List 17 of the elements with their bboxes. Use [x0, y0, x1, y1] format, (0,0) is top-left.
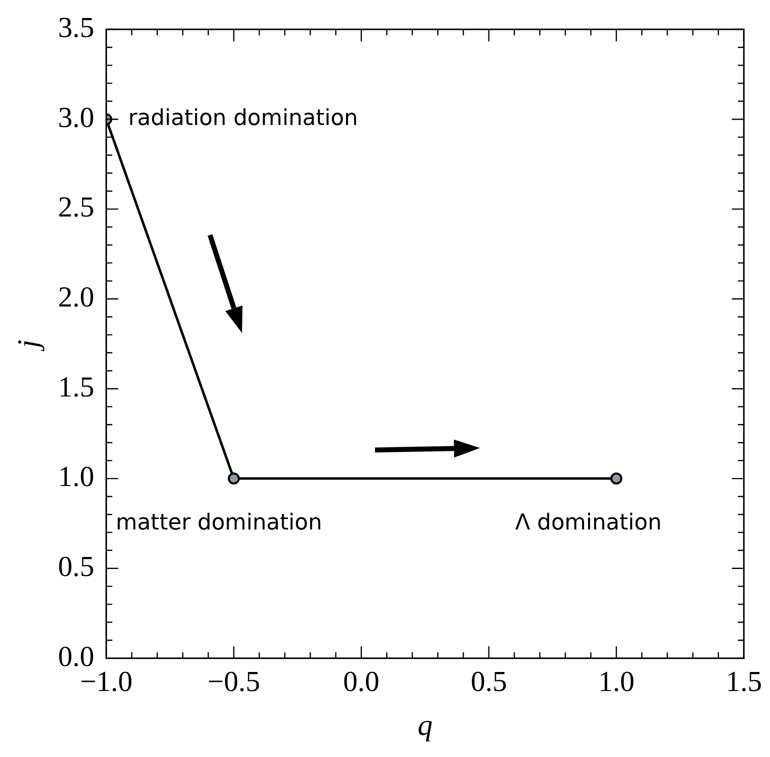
annotation: Λ domination — [515, 510, 662, 536]
y-tick-label: 0.5 — [58, 550, 94, 583]
x-tick-label: 1.5 — [726, 666, 762, 698]
x-tick-label: −0.5 — [207, 666, 260, 698]
y-tick-label: 1.5 — [58, 371, 94, 404]
x-tick-label: 0.0 — [343, 666, 380, 698]
y-axis-title: j — [12, 340, 45, 352]
y-tick-label: 1.0 — [58, 461, 94, 494]
x-tick-label: 1.0 — [598, 666, 634, 698]
y-tick-label: 3.5 — [58, 12, 94, 44]
y-tick-label: 3.0 — [58, 102, 94, 134]
x-tick-label: 0.5 — [470, 666, 507, 698]
y-tick-label: 2.0 — [58, 281, 94, 314]
annotation: matter domination — [116, 510, 322, 536]
x-axis-title: q — [418, 708, 433, 742]
y-tick-label: 2.5 — [58, 192, 94, 224]
annotation: radiation domination — [128, 106, 358, 131]
